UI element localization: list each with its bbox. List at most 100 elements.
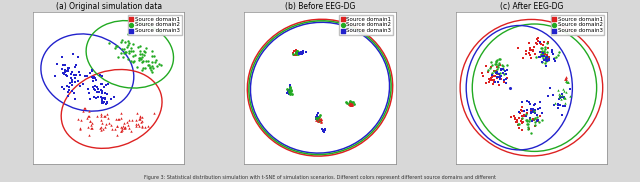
Point: [559, 97, 569, 100]
Point: [59, 73, 69, 76]
Point: [133, 45, 143, 48]
Point: [134, 58, 144, 61]
Point: [542, 55, 552, 58]
Point: [135, 52, 145, 55]
Point: [292, 53, 302, 56]
Point: [549, 104, 559, 107]
Point: [537, 53, 547, 56]
Point: [126, 60, 136, 63]
Point: [143, 60, 153, 62]
Point: [123, 58, 133, 61]
Point: [100, 91, 110, 94]
Point: [531, 55, 541, 58]
Point: [553, 106, 563, 109]
Point: [542, 56, 552, 59]
Point: [116, 126, 127, 129]
Point: [534, 50, 545, 53]
Point: [532, 120, 543, 123]
Point: [522, 115, 532, 118]
Point: [147, 66, 157, 69]
Point: [319, 130, 329, 133]
Point: [60, 68, 70, 71]
Point: [551, 56, 561, 59]
Point: [90, 77, 100, 80]
Point: [150, 60, 160, 63]
Point: [541, 64, 551, 67]
Point: [492, 76, 502, 79]
Point: [76, 128, 86, 131]
Point: [492, 59, 502, 62]
Point: [316, 120, 326, 122]
Point: [346, 102, 356, 105]
Point: [129, 60, 139, 63]
Point: [505, 86, 515, 89]
Point: [537, 111, 547, 114]
Point: [50, 74, 60, 77]
Point: [110, 45, 120, 48]
Point: [510, 117, 520, 120]
Point: [100, 114, 111, 117]
Point: [313, 116, 323, 119]
Point: [63, 94, 74, 97]
Point: [73, 56, 83, 58]
Point: [132, 112, 142, 115]
Point: [532, 118, 542, 121]
Point: [134, 50, 145, 53]
Point: [528, 110, 538, 113]
Point: [311, 118, 321, 121]
Point: [74, 70, 84, 73]
Point: [140, 47, 150, 50]
Point: [498, 72, 508, 75]
Point: [528, 109, 538, 112]
Point: [346, 101, 356, 104]
Point: [536, 53, 546, 56]
Point: [291, 51, 301, 54]
Point: [522, 119, 532, 122]
Point: [311, 119, 321, 122]
Point: [76, 119, 86, 122]
Point: [518, 121, 529, 124]
Point: [143, 124, 153, 127]
Point: [492, 72, 502, 75]
Point: [124, 52, 134, 55]
Point: [113, 56, 124, 59]
Point: [529, 110, 540, 113]
Point: [498, 68, 508, 71]
Point: [534, 114, 545, 117]
Point: [540, 54, 550, 57]
Point: [74, 85, 84, 88]
Point: [559, 89, 570, 92]
Point: [487, 78, 497, 81]
Point: [83, 126, 93, 128]
Point: [292, 52, 303, 55]
Point: [550, 102, 560, 104]
Point: [532, 113, 542, 116]
Point: [314, 119, 324, 122]
Point: [69, 92, 79, 95]
Point: [84, 134, 95, 137]
Point: [86, 121, 97, 124]
Point: [61, 75, 72, 78]
Point: [530, 112, 540, 114]
Point: [490, 81, 500, 84]
Point: [118, 122, 129, 125]
Point: [312, 119, 322, 122]
Point: [284, 87, 294, 90]
Point: [134, 118, 145, 121]
Point: [559, 95, 569, 98]
Point: [311, 117, 321, 120]
Point: [86, 126, 96, 129]
Point: [94, 90, 104, 93]
Point: [117, 128, 127, 131]
Point: [492, 71, 502, 74]
Point: [118, 125, 128, 128]
Point: [494, 62, 504, 64]
Point: [71, 63, 81, 66]
Legend: Source domain1, Source domain2, Source domain3: Source domain1, Source domain2, Source d…: [339, 15, 393, 35]
Point: [536, 46, 546, 49]
Point: [285, 90, 295, 92]
Point: [489, 78, 499, 81]
Point: [315, 119, 325, 122]
Point: [515, 111, 525, 114]
Point: [498, 65, 508, 68]
